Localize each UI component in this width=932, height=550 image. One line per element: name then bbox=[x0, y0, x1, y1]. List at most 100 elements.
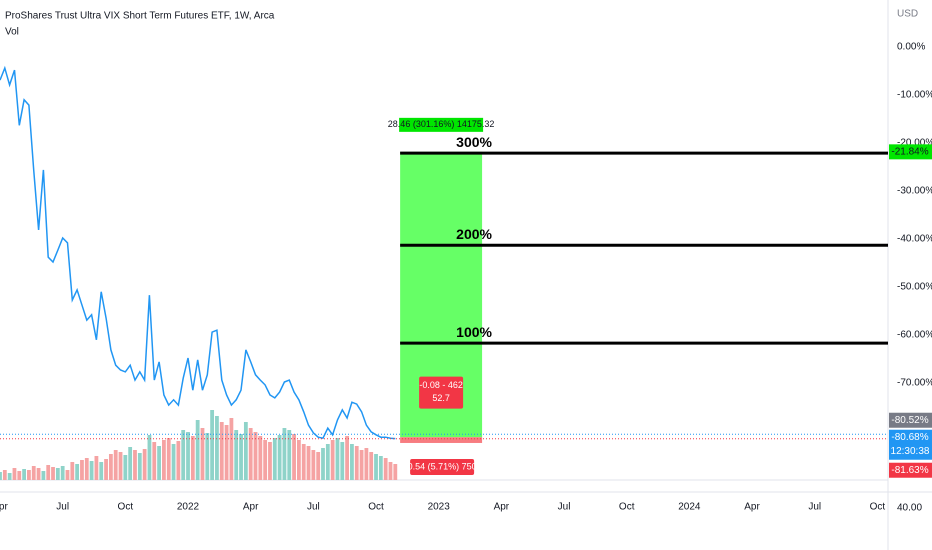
volume-bar bbox=[31, 466, 36, 480]
volume-bar bbox=[301, 444, 306, 480]
volume-bar bbox=[311, 450, 316, 480]
volume-bar bbox=[94, 456, 99, 480]
price-label-box bbox=[889, 144, 932, 160]
x-tick-label: Apr bbox=[494, 502, 510, 513]
volume-bar bbox=[378, 456, 383, 480]
x-tick-label: Jul bbox=[307, 502, 320, 513]
volume-bar bbox=[243, 422, 248, 480]
volume-bar bbox=[0, 472, 2, 480]
volume-bar bbox=[80, 460, 84, 480]
chart-title: ProShares Trust Ultra VIX Short Term Fut… bbox=[5, 11, 275, 22]
stop-label: 0.54 (5.71%) 750 bbox=[408, 461, 477, 471]
volume-bar bbox=[210, 410, 215, 480]
volume-bar bbox=[89, 461, 94, 480]
volume-axis-label: 40.00 bbox=[897, 503, 922, 514]
target-label-box bbox=[399, 117, 484, 132]
y-tick-label: -50.00% bbox=[897, 282, 932, 293]
volume-bar bbox=[65, 470, 70, 480]
center-label: 52.7 bbox=[432, 393, 450, 403]
volume-bar bbox=[224, 425, 229, 480]
volume-bar bbox=[383, 458, 388, 480]
x-tick-label: Oct bbox=[368, 502, 384, 513]
volume-bar bbox=[2, 470, 7, 480]
volume-bar bbox=[190, 436, 195, 480]
price-label: -81.63% bbox=[891, 465, 928, 476]
volume-bar bbox=[128, 447, 133, 480]
volume-bar bbox=[75, 464, 80, 480]
price-label-box bbox=[889, 429, 932, 460]
volume-bar bbox=[162, 440, 166, 480]
x-tick-label: Apr bbox=[744, 502, 760, 513]
volume-bar bbox=[55, 468, 60, 480]
price-label: -80.68% bbox=[891, 432, 928, 443]
x-tick-label: 2023 bbox=[428, 502, 451, 513]
volume-bar bbox=[350, 444, 354, 480]
x-tick-label: Jul bbox=[56, 502, 69, 513]
x-tick-label: Apr bbox=[0, 502, 8, 513]
volume-bar bbox=[219, 422, 224, 480]
volume-bar bbox=[345, 436, 350, 480]
volume-bar bbox=[123, 455, 128, 480]
volume-bar bbox=[234, 430, 239, 480]
volume-bar bbox=[268, 442, 272, 480]
volume-bar bbox=[118, 452, 123, 480]
volume-bar bbox=[186, 432, 190, 480]
volume-bar bbox=[12, 468, 17, 480]
x-tick-label: Jul bbox=[558, 502, 571, 513]
volume-bar bbox=[200, 428, 205, 480]
level-label: 200% bbox=[456, 226, 492, 242]
volume-bar bbox=[239, 434, 243, 480]
x-tick-label: Oct bbox=[619, 502, 635, 513]
volume-bar bbox=[215, 416, 219, 480]
volume-bar bbox=[84, 458, 89, 480]
volume-bar bbox=[36, 468, 41, 480]
y-tick-label: 0.00% bbox=[897, 42, 925, 53]
volume-bar bbox=[393, 464, 398, 480]
price-line bbox=[0, 65, 396, 440]
x-tick-label: Oct bbox=[118, 502, 134, 513]
volume-bar bbox=[22, 469, 27, 480]
level-label: 300% bbox=[456, 134, 492, 150]
volume-bar bbox=[359, 450, 364, 480]
volume-bar bbox=[70, 462, 75, 480]
y-tick-label: -70.00% bbox=[897, 378, 932, 389]
volume-bar bbox=[108, 454, 113, 480]
price-label: -21.84% bbox=[891, 146, 928, 157]
currency: USD bbox=[897, 9, 918, 20]
price-label-box bbox=[889, 462, 932, 478]
x-tick-label: Jul bbox=[808, 502, 821, 513]
volume-bar bbox=[388, 462, 393, 480]
volume-bar bbox=[152, 442, 157, 480]
volume-bar bbox=[335, 438, 340, 480]
volume-bar bbox=[354, 446, 359, 480]
volume-bar bbox=[133, 450, 137, 480]
volume-bar bbox=[46, 465, 51, 480]
volume-bar bbox=[104, 459, 108, 480]
volume-bar bbox=[142, 449, 147, 480]
y-tick-label: -40.00% bbox=[897, 234, 932, 245]
stop-label-box bbox=[410, 458, 475, 475]
volume-bar bbox=[17, 471, 22, 480]
volume-bar bbox=[229, 418, 234, 480]
x-tick-label: 2022 bbox=[177, 502, 200, 513]
volume-bar bbox=[306, 446, 311, 480]
target-label: 28.46 (301.16%) 14175.32 bbox=[388, 119, 495, 129]
volume-bar bbox=[258, 436, 263, 480]
x-tick-label: Apr bbox=[243, 502, 259, 513]
y-tick-label: -20.00% bbox=[897, 138, 932, 149]
volume-bar bbox=[157, 446, 161, 480]
volume-bar bbox=[205, 433, 210, 480]
y-tick-label: -10.00% bbox=[897, 90, 932, 101]
volume-bar bbox=[99, 462, 104, 480]
volume-bar bbox=[176, 441, 181, 480]
volume-bar bbox=[325, 444, 330, 480]
volume-bar bbox=[195, 420, 200, 480]
volume-title: Vol bbox=[5, 27, 19, 38]
center-label: -0.08 - 462 bbox=[419, 380, 463, 390]
volume-bar bbox=[147, 435, 152, 480]
volume-bar bbox=[369, 452, 374, 480]
volume-bar bbox=[292, 434, 296, 480]
volume-bar bbox=[316, 452, 321, 480]
volume-bar bbox=[171, 444, 176, 480]
